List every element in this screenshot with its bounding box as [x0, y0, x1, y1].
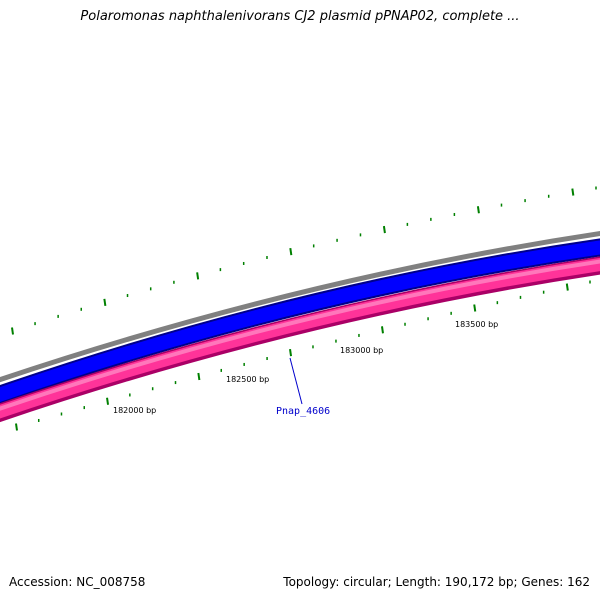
accession-label: Accession: NC_008758 [9, 575, 146, 589]
gc-skew-outer-tick [196, 272, 200, 280]
gc-skew-inner-tick [380, 326, 384, 334]
scale-label-182000: 182000 bp [113, 406, 156, 415]
gc-skew-inner-tick [106, 397, 110, 405]
gc-skew-inner-tick [15, 423, 18, 431]
gc-skew-inner-tick [565, 283, 569, 291]
gc-skew-inner-tick [289, 349, 293, 357]
gc-skew-inner-tick [197, 372, 201, 381]
gc-skew-outer-tick [289, 247, 293, 256]
gc-skew-outer-tick [476, 206, 480, 214]
map-title: Polaromonas naphthalenivorans CJ2 plasmi… [80, 9, 520, 24]
gene-label-pnap-4606[interactable]: Pnap_4606 [276, 406, 330, 417]
backbone-track [0, 230, 600, 383]
reverse-strand-highlight [0, 259, 600, 411]
reverse-strand-track [0, 257, 600, 419]
scale-label-183500: 183500 bp [455, 320, 498, 329]
gc-skew-outer-tick [11, 327, 14, 335]
gc-skew-outer-tick [103, 298, 107, 306]
gc-skew-outer-ticks [11, 186, 597, 335]
reverse-strand-edge [0, 256, 600, 423]
scale-label-182500: 182500 bp [226, 375, 269, 384]
forward-strand-fill [0, 240, 600, 402]
gc-skew-outer-tick [571, 188, 575, 196]
gc-skew-inner-tick [473, 304, 477, 312]
topology-summary: Topology: circular; Length: 190,172 bp; … [283, 575, 590, 589]
gene-pointer-line [289, 357, 303, 405]
gc-skew-inner-ticks [15, 280, 591, 431]
scale-label-183000: 183000 bp [340, 346, 383, 355]
gc-skew-outer-tick [382, 225, 386, 234]
